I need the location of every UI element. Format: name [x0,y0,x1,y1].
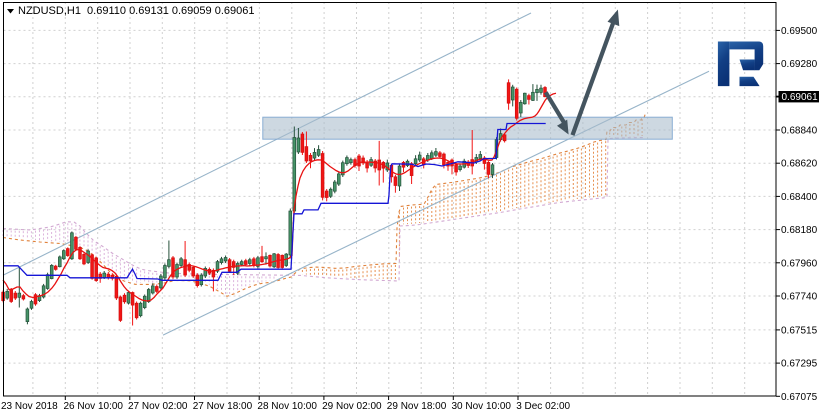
svg-text:28 Nov 10:00: 28 Nov 10:00 [257,401,317,412]
svg-text:0.68620: 0.68620 [781,159,818,170]
svg-text:30 Nov 10:00: 30 Nov 10:00 [452,401,512,412]
svg-text:NZDUSD,H1 0.69110 0.69131 0.6: NZDUSD,H1 0.69110 0.69131 0.69059 0.6906… [18,5,254,17]
svg-text:23 Nov 2018: 23 Nov 2018 [1,401,58,412]
svg-text:0.67075: 0.67075 [781,392,818,403]
svg-text:29 Nov 18:00: 29 Nov 18:00 [387,401,447,412]
svg-text:0.69061: 0.69061 [782,92,819,103]
svg-text:0.67740: 0.67740 [781,292,818,303]
svg-text:0.67295: 0.67295 [781,359,818,370]
svg-text:26 Nov 10:00: 26 Nov 10:00 [64,401,124,412]
svg-text:0.68400: 0.68400 [781,192,818,203]
svg-text:0.67515: 0.67515 [781,325,818,336]
svg-text:0.69280: 0.69280 [781,59,818,70]
svg-text:0.67960: 0.67960 [781,258,818,269]
svg-text:0.69500: 0.69500 [781,26,818,37]
svg-text:3 Dec 02:00: 3 Dec 02:00 [516,401,570,412]
svg-text:27 Nov 18:00: 27 Nov 18:00 [193,401,253,412]
svg-text:27 Nov 02:00: 27 Nov 02:00 [128,401,188,412]
svg-text:0.68840: 0.68840 [781,126,818,137]
svg-text:0.68180: 0.68180 [781,225,818,236]
svg-text:29 Nov 02:00: 29 Nov 02:00 [322,401,382,412]
